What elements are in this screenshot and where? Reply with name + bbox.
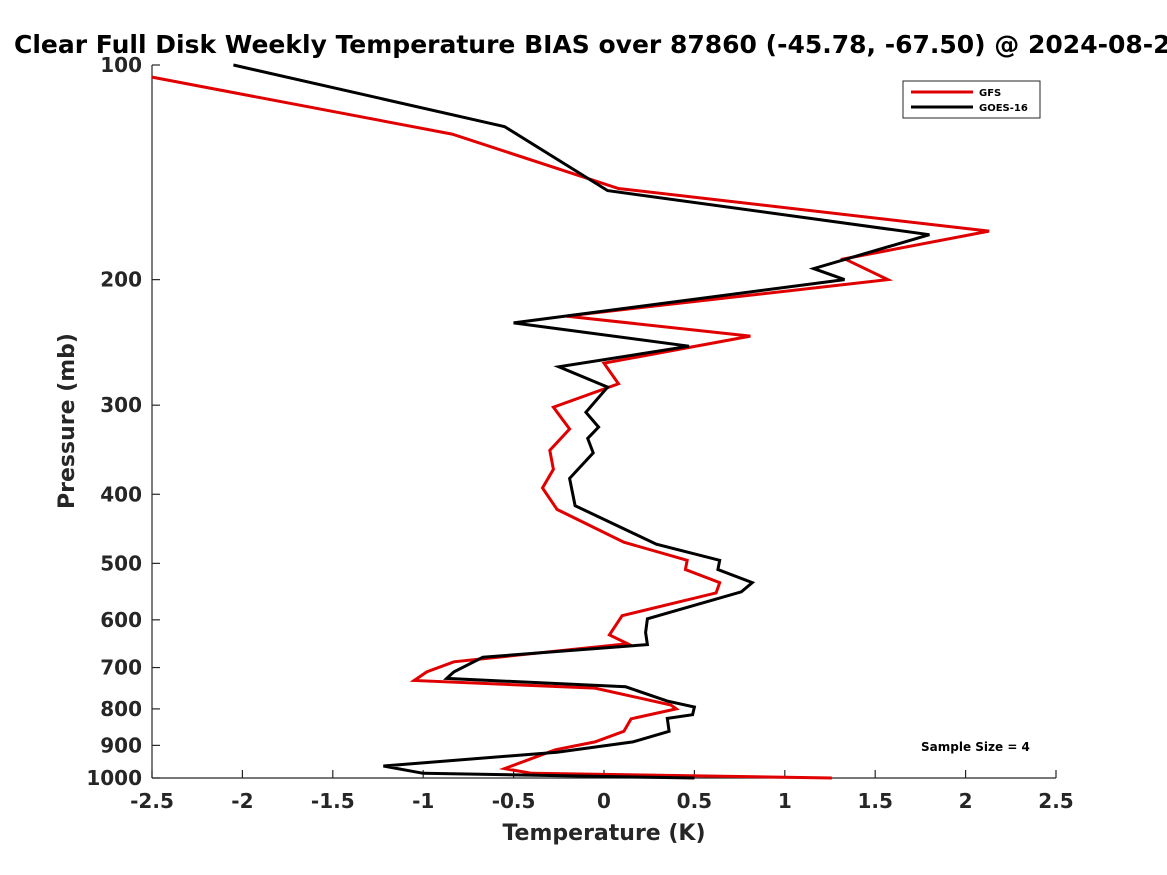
series-layer	[151, 63, 990, 780]
x-ticks: -2.5 -2 -1.5 -1 -0.5 0 0.5 1 1.5 2 2.5	[130, 770, 1074, 813]
x-tick-label: 1.5	[857, 789, 892, 813]
y-tick-label: 600	[100, 608, 142, 632]
plot-area	[151, 65, 1056, 779]
y-tick-label: 800	[100, 697, 142, 721]
x-tick-label: -1	[412, 789, 434, 813]
x-tick-label: 2	[959, 789, 973, 813]
legend: GFS GOES-16	[902, 80, 1041, 119]
x-tick-label: -1.5	[311, 789, 355, 813]
x-tick-label: 1	[778, 789, 792, 813]
y-axis-label: Pressure (mb)	[55, 333, 80, 509]
x-tick-label: -2	[231, 789, 253, 813]
plot-frame	[152, 65, 1056, 778]
x-axis-label: Temperature (K)	[502, 821, 705, 846]
y-tick-label: 300	[100, 393, 142, 417]
sample-size-note: Sample Size = 4	[921, 740, 1030, 754]
x-tick-label: 0	[597, 789, 611, 813]
x-tick-label: 2.5	[1038, 789, 1073, 813]
y-ticks: 100 200 300 400 500 600 700 800 900 1000	[86, 53, 160, 790]
legend-label: GOES-16	[979, 103, 1028, 114]
x-tick-label: -2.5	[130, 789, 174, 813]
y-tick-label: 500	[100, 551, 142, 575]
legend-box	[902, 80, 1041, 119]
series-line-goes-16	[233, 63, 930, 780]
chart-title: Clear Full Disk Weekly Temperature BIAS …	[14, 30, 1167, 59]
series-line-gfs	[151, 75, 990, 780]
y-tick-label: 900	[100, 733, 142, 757]
y-tick-label: 1000	[86, 766, 142, 790]
y-tick-label: 400	[100, 482, 142, 506]
x-tick-label: 0.5	[677, 789, 712, 813]
y-tick-label: 700	[100, 656, 142, 680]
y-tick-label: 100	[100, 53, 142, 77]
legend-label: GFS	[979, 88, 1001, 99]
y-tick-label: 200	[100, 268, 142, 292]
x-tick-label: -0.5	[492, 789, 536, 813]
